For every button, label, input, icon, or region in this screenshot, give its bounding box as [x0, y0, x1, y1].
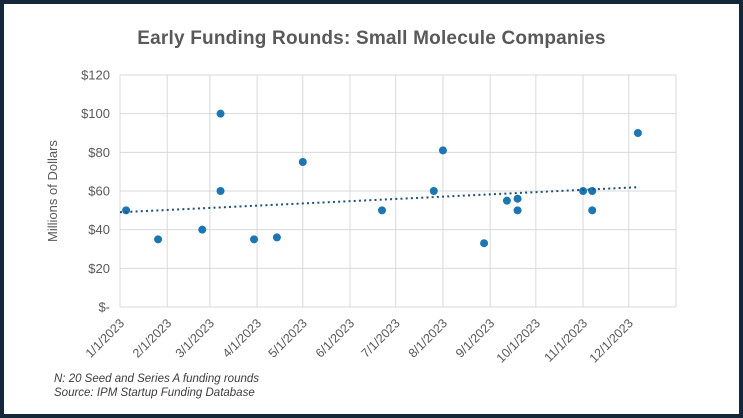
data-point [588, 206, 597, 215]
data-point [588, 187, 597, 195]
x-tick-label: 1/1/2023 [83, 316, 127, 360]
x-tick-label: 5/1/2023 [266, 316, 310, 360]
data-point [216, 109, 225, 118]
y-tick-label: $40 [88, 222, 110, 237]
x-tick-label: 7/1/2023 [359, 316, 403, 360]
x-tick-label: 11/1/2023 [542, 316, 591, 365]
data-point [480, 239, 489, 248]
y-axis-title: Millions of Dollars [45, 140, 60, 242]
x-tick-label: 10/1/2023 [494, 316, 543, 365]
y-tick-label: $60 [88, 184, 110, 199]
x-tick-label: 8/1/2023 [406, 316, 450, 360]
y-tick-label: $100 [81, 106, 110, 121]
data-point [429, 187, 438, 195]
footnotes: N: 20 Seed and Series A funding rounds S… [54, 372, 259, 400]
y-tick-label: $- [98, 300, 110, 315]
y-tick-label: $120 [81, 68, 110, 83]
data-point [513, 206, 522, 215]
data-point [272, 233, 281, 242]
x-tick-label: 2/1/2023 [130, 316, 174, 360]
data-point [438, 146, 447, 155]
footnote-source: Source: IPM Startup Funding Database [54, 387, 255, 399]
data-point [250, 235, 259, 244]
data-point [198, 225, 207, 234]
scatter-chart: $- $20 $40 $60 $80 $100 $120 1/1/2023 2/1/20233/… [45, 68, 677, 365]
x-tick-label: 12/1/2023 [587, 316, 636, 365]
y-tick-label: $80 [88, 145, 110, 160]
footnote-sample-size: N: 20 Seed and Series A funding rounds [54, 373, 260, 385]
data-point [378, 206, 387, 215]
data-point [513, 194, 522, 203]
data-point [122, 206, 131, 215]
data-point [154, 235, 163, 244]
chart-title: Early Funding Rounds: Small Molecule Com… [137, 28, 606, 49]
data-point [579, 187, 588, 195]
x-tick-label: 9/1/2023 [453, 316, 497, 360]
data-point [298, 158, 307, 166]
data-point [216, 187, 225, 195]
x-tick-label: 6/1/2023 [313, 316, 357, 360]
x-tick-label: 4/1/2023 [220, 316, 264, 360]
trend-line [119, 186, 640, 214]
y-tick-label: $20 [88, 261, 110, 276]
data-point [633, 129, 642, 137]
x-tick-label: 3/1/2023 [173, 316, 217, 360]
data-point [502, 196, 511, 205]
